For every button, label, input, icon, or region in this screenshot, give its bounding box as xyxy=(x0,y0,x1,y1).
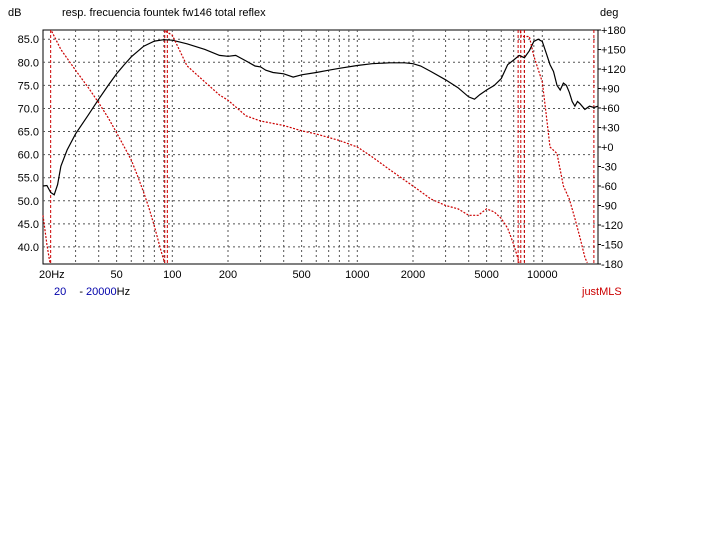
y-tick-label: 40.0 xyxy=(18,242,39,254)
y2-tick-label: -90 xyxy=(601,201,617,213)
phase-series-line xyxy=(51,31,166,263)
y2-tick-label: +120 xyxy=(601,64,626,76)
phase-series-line xyxy=(519,31,588,263)
phase-wrap-markers xyxy=(50,30,595,264)
phase-series-line xyxy=(165,30,520,263)
y-tick-label: 45.0 xyxy=(18,219,39,231)
y2-tick-label: -120 xyxy=(601,220,623,232)
series-group xyxy=(42,30,599,263)
y-tick-label: 70.0 xyxy=(18,103,39,115)
range-from: 20 xyxy=(54,286,67,298)
magnitude-series-line xyxy=(42,38,599,196)
y2-tick-label: +150 xyxy=(601,45,626,57)
software-label: justMLS xyxy=(582,286,622,298)
x-tick-label: 10000 xyxy=(527,269,558,281)
y2-tick-label: +180 xyxy=(601,25,626,37)
axis-labels: 85.0 80.0 75.0 70.0 65.0 60.0 55.0 50.0 45.0 40.0… xyxy=(18,25,626,281)
y-tick-label: 85.0 xyxy=(18,34,39,46)
y-axis-unit-label: dB xyxy=(8,7,21,19)
x-tick-label: 500 xyxy=(292,269,310,281)
x-tick-label: 50 xyxy=(110,269,122,281)
x-tick-label: 20Hz xyxy=(39,269,65,281)
x-tick-label: 200 xyxy=(219,269,237,281)
y-tick-label: 55.0 xyxy=(18,173,39,185)
x-tick-label: 5000 xyxy=(474,269,498,281)
frequency-response-chart: 85.0 80.0 75.0 70.0 65.0 60.0 55.0 50.0 45.0 40.0… xyxy=(8,7,626,281)
y2-tick-label: -30 xyxy=(601,162,617,174)
y2-tick-label: +0 xyxy=(601,142,614,154)
y2-tick-label: +90 xyxy=(601,84,620,96)
y2-tick-label: -60 xyxy=(601,181,617,193)
phase-series-line xyxy=(42,215,51,263)
y2-axis-unit-label: deg xyxy=(600,7,618,19)
y2-tick-label: -150 xyxy=(601,240,623,252)
y-tick-label: 75.0 xyxy=(18,80,39,92)
y2-tick-label: -180 xyxy=(601,259,623,271)
y-tick-label: 50.0 xyxy=(18,196,39,208)
x-tick-label: 2000 xyxy=(401,269,425,281)
x-tick-label: 1000 xyxy=(345,269,369,281)
range-separator: - xyxy=(79,286,83,298)
range-to: 20000 xyxy=(86,286,117,298)
grid xyxy=(43,29,601,265)
range-unit: Hz xyxy=(116,286,131,298)
y-tick-label: 65.0 xyxy=(18,127,39,139)
y2-tick-label: +30 xyxy=(601,123,620,135)
chart-title: resp. frecuencia fountek fw146 total ref… xyxy=(62,7,266,19)
y-tick-label: 60.0 xyxy=(18,150,39,162)
y-tick-label: 80.0 xyxy=(18,57,39,69)
x-tick-label: 100 xyxy=(163,269,181,281)
frequency-range: 20 - 20000Hz xyxy=(54,286,130,298)
plot-frame xyxy=(42,29,599,265)
y2-tick-label: +60 xyxy=(601,103,620,115)
